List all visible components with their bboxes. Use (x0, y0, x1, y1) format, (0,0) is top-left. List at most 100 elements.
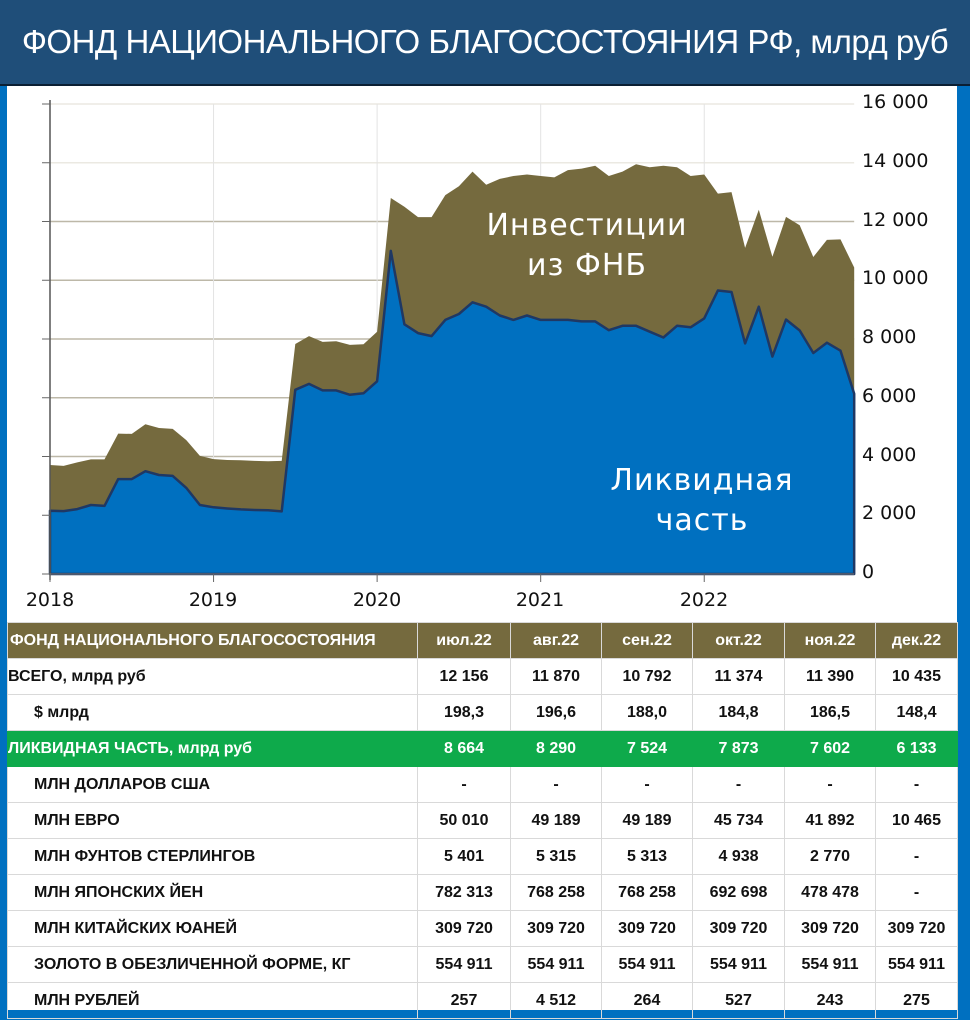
table-header-label: ФОНД НАЦИОНАЛЬНОГО БЛАГОСОСТОЯНИЯ (7, 622, 418, 659)
cell-value: 5 315 (510, 838, 602, 875)
x-tick-label: 2022 (679, 589, 729, 611)
row-label: МЛН РУБЛЕЙ (7, 982, 418, 1019)
row-label: ЗОЛОТО В ОБЕЗЛИЧЕННОЙ ФОРМЕ, КГ (7, 946, 418, 983)
row-label: ВСЕГО, млрд руб (7, 658, 418, 695)
cell-value: 768 258 (510, 874, 602, 911)
cell-value: 2 770 (784, 838, 876, 875)
cell-value: 49 189 (510, 802, 602, 839)
table-row: МЛН КИТАЙСКИХ ЮАНЕЙ 309 720 309 720 309 720… (7, 910, 958, 947)
table-row: МЛН ДОЛЛАРОВ США - - - - - - (7, 766, 958, 803)
table-row: МЛН ЕВРО 50 010 49 189 49 189 45 734 41 892 10… (7, 802, 958, 839)
column-header: июл.22 (417, 622, 511, 659)
x-tick-label: 2018 (25, 589, 75, 611)
cell-value: - (875, 838, 958, 875)
cell-value: 11 870 (510, 658, 602, 695)
annotation-liquid: Ликвидная часть (577, 461, 827, 541)
cell-value: 7 524 (601, 730, 693, 767)
table-row: ЛИКВИДНАЯ ЧАСТЬ, млрд руб 8 664 8 290 7 524… (7, 730, 958, 767)
column-header: ноя.22 (784, 622, 876, 659)
row-label: МЛН ФУНТОВ СТЕРЛИНГОВ (7, 838, 418, 875)
cell-value: 6 133 (875, 730, 958, 767)
cell-value: 188,0 (601, 694, 693, 731)
cell-value: 4 938 (692, 838, 785, 875)
y-tick-label: 2 000 (862, 502, 917, 524)
table-row: МЛН ФУНТОВ СТЕРЛИНГОВ 5 401 5 315 5 313 4 93… (7, 838, 958, 875)
cell-value: 243 (784, 982, 876, 1019)
y-tick-label: 8 000 (862, 326, 917, 348)
area-chart: 16 000 14 000 12 000 10 000 8 000 6 000 … (7, 86, 957, 622)
cell-value: 554 911 (601, 946, 693, 983)
row-label: МЛН КИТАЙСКИХ ЮАНЕЙ (7, 910, 418, 947)
annotation-investments: Инвестиции из ФНБ (462, 206, 712, 286)
cell-value: 8 664 (417, 730, 511, 767)
column-header: авг.22 (510, 622, 602, 659)
chart-plot (42, 100, 856, 582)
cell-value: 49 189 (601, 802, 693, 839)
y-tick-label: 16 000 (862, 91, 929, 113)
cell-value: 692 698 (692, 874, 785, 911)
cell-value: - (875, 874, 958, 911)
table-row: МЛН ЯПОНСКИХ ЙЕН 782 313 768 258 768 258 692… (7, 874, 958, 911)
row-label: МЛН ДОЛЛАРОВ США (7, 766, 418, 803)
cell-value: 41 892 (784, 802, 876, 839)
cell-value: - (417, 766, 511, 803)
x-tick-label: 2021 (515, 589, 565, 611)
cell-value: 554 911 (692, 946, 785, 983)
cell-value: 198,3 (417, 694, 511, 731)
cell-value: 275 (875, 982, 958, 1019)
cell-value: - (601, 766, 693, 803)
cell-value: 11 374 (692, 658, 785, 695)
cell-value: 554 911 (784, 946, 876, 983)
cell-value: 782 313 (417, 874, 511, 911)
cell-value: 186,5 (784, 694, 876, 731)
cell-value: 264 (601, 982, 693, 1019)
cell-value: 768 258 (601, 874, 693, 911)
fund-table: ФОНД НАЦИОНАЛЬНОГО БЛАГОСОСТОЯНИЯ июл.22… (7, 622, 958, 1019)
cell-value: 10 435 (875, 658, 958, 695)
y-tick-label: 6 000 (862, 385, 917, 407)
y-tick-label: 0 (862, 561, 875, 583)
cell-value: 309 720 (875, 910, 958, 947)
cell-value: 148,4 (875, 694, 958, 731)
cell-value: 5 401 (417, 838, 511, 875)
table-row: ВСЕГО, млрд руб 12 156 11 870 10 792 11 374 1… (7, 658, 958, 695)
column-header: сен.22 (601, 622, 693, 659)
cell-value: 554 911 (510, 946, 602, 983)
cell-value: 8 290 (510, 730, 602, 767)
cell-value: - (510, 766, 602, 803)
cell-value: 554 911 (875, 946, 958, 983)
cell-value: 554 911 (417, 946, 511, 983)
cell-value: 309 720 (510, 910, 602, 947)
annotation-line: Инвестиции (486, 208, 688, 243)
y-tick-label: 14 000 (862, 150, 929, 172)
cell-value: 50 010 (417, 802, 511, 839)
row-label: МЛН ЕВРО (7, 802, 418, 839)
x-tick-label: 2020 (352, 589, 402, 611)
table-row: МЛН РУБЛЕЙ 257 4 512 264 527 243 275 (7, 982, 958, 1019)
annotation-line: из ФНБ (527, 248, 647, 283)
table-header-row: ФОНД НАЦИОНАЛЬНОГО БЛАГОСОСТОЯНИЯ июл.22… (7, 622, 958, 659)
cell-value: 5 313 (601, 838, 693, 875)
cell-value: 309 720 (692, 910, 785, 947)
cell-value: 184,8 (692, 694, 785, 731)
annotation-line: Ликвидная (610, 463, 794, 498)
row-label: ЛИКВИДНАЯ ЧАСТЬ, млрд руб (7, 730, 418, 767)
cell-value: 257 (417, 982, 511, 1019)
cell-value: - (875, 766, 958, 803)
cell-value: 12 156 (417, 658, 511, 695)
cell-value: 309 720 (417, 910, 511, 947)
cell-value: 4 512 (510, 982, 602, 1019)
cell-value: 196,6 (510, 694, 602, 731)
cell-value: - (692, 766, 785, 803)
y-tick-label: 4 000 (862, 444, 917, 466)
cell-value: 478 478 (784, 874, 876, 911)
table-row: ЗОЛОТО В ОБЕЗЛИЧЕННОЙ ФОРМЕ, КГ 554 911 55… (7, 946, 958, 983)
column-header: окт.22 (692, 622, 785, 659)
row-label: $ млрд (7, 694, 418, 731)
cell-value: - (784, 766, 876, 803)
cell-value: 10 792 (601, 658, 693, 695)
cell-value: 45 734 (692, 802, 785, 839)
cell-value: 10 465 (875, 802, 958, 839)
cell-value: 7 873 (692, 730, 785, 767)
annotation-line: часть (655, 503, 749, 538)
